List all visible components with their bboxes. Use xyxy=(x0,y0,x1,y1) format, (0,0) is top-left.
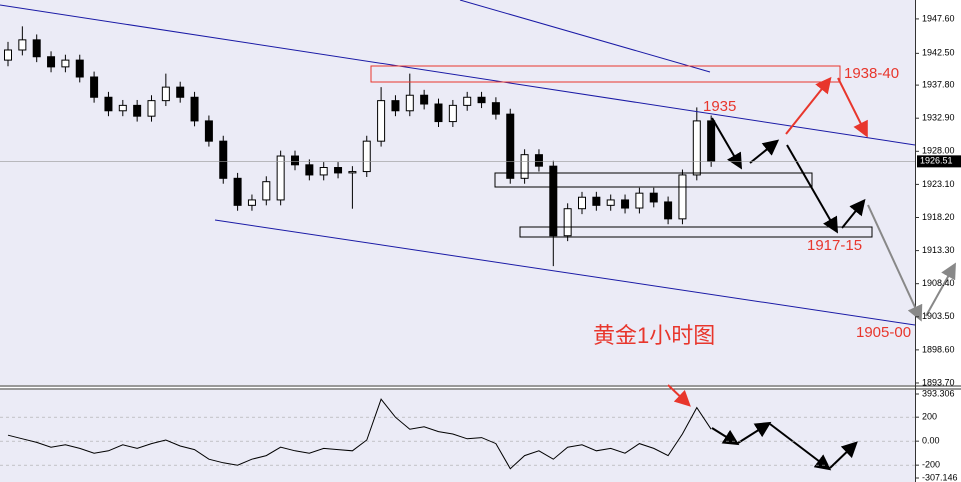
channel-line xyxy=(214,219,916,326)
y-tick-label: 1947.60 xyxy=(922,13,955,23)
candle-body xyxy=(534,154,543,167)
support-zone xyxy=(494,172,813,188)
channel-line xyxy=(459,0,711,73)
candle-body xyxy=(491,102,500,115)
annotation: 1935 xyxy=(703,98,736,115)
candle-body xyxy=(649,192,658,203)
y-tick-label: 1942.50 xyxy=(922,48,955,58)
candle-body xyxy=(477,96,486,104)
candle-body xyxy=(635,192,644,209)
last-price-label: 1926.51 xyxy=(920,156,953,166)
candle-body xyxy=(319,167,328,176)
candle-body xyxy=(219,140,228,179)
forecast-arrows xyxy=(667,76,956,471)
candle-body xyxy=(75,59,84,78)
candle-body xyxy=(592,196,601,206)
y-tick-label: 1932.90 xyxy=(922,113,955,123)
candle-body xyxy=(118,104,127,112)
candle-body xyxy=(362,140,371,173)
candle-body xyxy=(578,196,586,210)
candle-body xyxy=(506,113,515,179)
candle-body xyxy=(549,165,558,237)
candle-body xyxy=(104,96,113,112)
candle-body xyxy=(32,39,41,58)
candle-body xyxy=(147,100,156,117)
candle-body xyxy=(190,96,199,122)
y-tick-label: 1903.50 xyxy=(922,311,955,321)
candle-body xyxy=(176,86,185,98)
annotation: 1917-15 xyxy=(807,237,862,254)
candle-body xyxy=(4,49,12,61)
y-tick-label: 1923.10 xyxy=(922,179,955,189)
y-tick-label: 0.00 xyxy=(922,436,940,446)
y-tick-label: 200 xyxy=(922,412,937,422)
annotation: 1938-40 xyxy=(844,65,899,82)
y-tick-label: 1913.30 xyxy=(922,245,955,255)
candle-body xyxy=(90,76,99,98)
y-tick-label: 1918.20 xyxy=(922,212,955,222)
candle-body xyxy=(18,39,27,51)
candle-body xyxy=(291,155,299,166)
last-price-box xyxy=(917,155,961,168)
candle-body xyxy=(276,155,285,201)
candle-body xyxy=(47,56,56,68)
candle-body xyxy=(161,86,170,102)
candle-body xyxy=(664,201,673,220)
candle-body xyxy=(262,181,271,201)
y-tick-label: 1937.80 xyxy=(922,79,955,89)
y-tick-label: 1928.00 xyxy=(922,146,955,156)
candle-body xyxy=(391,100,400,112)
y-tick-label: 1908.40 xyxy=(922,278,955,288)
y-tick-label: 1898.60 xyxy=(922,344,955,354)
chart-title: 黄金1小时图 xyxy=(593,323,715,348)
channel-line xyxy=(0,4,916,146)
candle-body xyxy=(305,164,314,176)
candle-body xyxy=(334,167,343,174)
candle-body xyxy=(692,120,701,176)
candle-body xyxy=(707,120,716,162)
support-zone xyxy=(519,226,873,238)
candle-body xyxy=(463,96,472,106)
candle-body xyxy=(448,104,457,123)
candle-body xyxy=(678,174,687,220)
candle-body xyxy=(606,199,615,206)
y-tick-label: 393.306 xyxy=(922,388,955,398)
y-tick-label: -200 xyxy=(922,460,940,470)
candle-body xyxy=(520,154,529,179)
candle-body xyxy=(233,177,242,206)
candle-body xyxy=(405,94,414,112)
annotation: 1905-00 xyxy=(856,324,911,341)
price-panel xyxy=(0,0,915,385)
candle-body xyxy=(420,94,429,105)
candle-body xyxy=(563,208,572,237)
candle-body xyxy=(61,59,70,68)
candle-body xyxy=(247,199,256,206)
candle-body xyxy=(377,100,386,142)
candle-body xyxy=(434,103,443,123)
y-tick-label: -307.146 xyxy=(922,472,958,482)
plot xyxy=(4,26,716,267)
candle-body xyxy=(133,104,142,117)
candle-body xyxy=(204,120,213,142)
candle-body xyxy=(348,171,357,174)
indicator-line xyxy=(7,398,712,470)
candle-body xyxy=(621,199,630,209)
y-tick-label: 1893.70 xyxy=(922,377,955,387)
resistance-zone xyxy=(370,65,841,83)
